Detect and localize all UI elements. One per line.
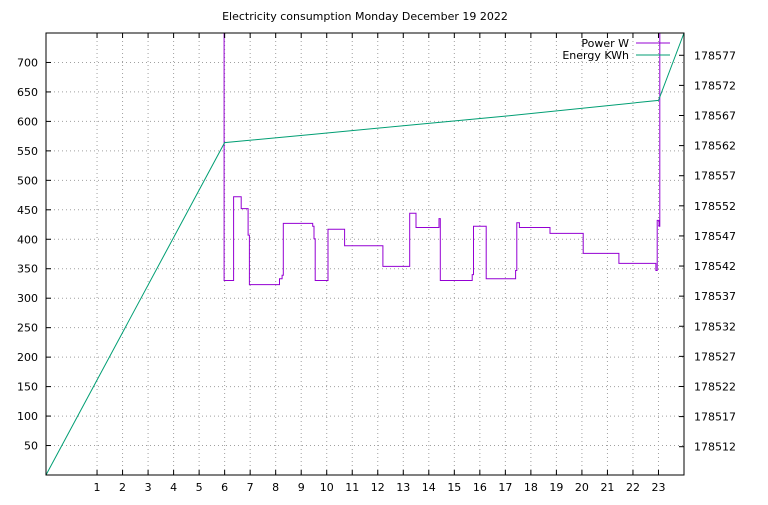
x-tick-label: 15 [447, 481, 461, 494]
x-tick-label: 23 [651, 481, 665, 494]
y2-tick-label: 178547 [694, 230, 736, 243]
x-tick-label: 3 [145, 481, 152, 494]
grid-lines [46, 33, 684, 475]
x-tick-label: 12 [371, 481, 385, 494]
legend-label-energy-kwh: Energy KWh [562, 49, 629, 62]
y-tick-label: 650 [17, 86, 38, 99]
y2-tick-label: 178537 [694, 290, 736, 303]
x-tick-label: 10 [320, 481, 334, 494]
y2-tick-label: 178577 [694, 49, 736, 62]
x-tick-label: 20 [575, 481, 589, 494]
y-tick-label: 500 [17, 174, 38, 187]
y2-tick-label: 178557 [694, 170, 736, 183]
y2-tick-label: 178532 [694, 320, 736, 333]
y2-tick-label: 178567 [694, 109, 736, 122]
x-tick-label: 18 [524, 481, 538, 494]
x-tick-label: 14 [422, 481, 436, 494]
y-tick-label: 700 [17, 56, 38, 69]
x-tick-label: 11 [345, 481, 359, 494]
x-tick-label: 4 [170, 481, 177, 494]
y2-tick-label: 178562 [694, 140, 736, 153]
y-tick-label: 450 [17, 204, 38, 217]
x-tick-label: 19 [549, 481, 563, 494]
y2-tick-label: 178542 [694, 260, 736, 273]
series-line-energy-kwh [45, 32, 685, 476]
y-tick-label: 600 [17, 115, 38, 128]
x-tick-label: 5 [196, 481, 203, 494]
series-lines [45, 32, 685, 476]
y-tick-label: 300 [17, 292, 38, 305]
y2-tick-label: 178572 [694, 79, 736, 92]
y-tick-label: 400 [17, 233, 38, 246]
y-tick-label: 250 [17, 322, 38, 335]
y2-tick-label: 178552 [694, 200, 736, 213]
x-tick-label: 7 [247, 481, 254, 494]
y2-tick-label: 178517 [694, 411, 736, 424]
x-tick-label: 2 [119, 481, 126, 494]
x-tick-label: 17 [498, 481, 512, 494]
axis-ticks: 1 2 3 4 5 6 7 8 9 10 11 12 13 14 15 16 17 18 19 20 21 22 23501… [17, 33, 736, 494]
y2-tick-label: 178512 [694, 441, 736, 454]
y-tick-label: 50 [24, 440, 38, 453]
x-tick-label: 16 [473, 481, 487, 494]
y-tick-label: 550 [17, 145, 38, 158]
y2-tick-label: 178522 [694, 380, 736, 393]
x-tick-label: 22 [626, 481, 640, 494]
y-tick-label: 200 [17, 351, 38, 364]
y2-tick-label: 178527 [694, 350, 736, 363]
chart-title: Electricity consumption Monday December … [222, 10, 508, 23]
x-tick-label: 13 [396, 481, 410, 494]
series-line-power-w [223, 33, 661, 286]
x-tick-label: 8 [272, 481, 279, 494]
y-tick-label: 350 [17, 263, 38, 276]
x-tick-label: 6 [221, 481, 228, 494]
plot-frame [45, 32, 685, 476]
legend-label-power-w: Power W [581, 37, 629, 50]
x-tick-label: 9 [298, 481, 305, 494]
x-tick-label: 1 [94, 481, 101, 494]
y-tick-label: 100 [17, 410, 38, 423]
x-tick-label: 21 [600, 481, 614, 494]
y-tick-label: 150 [17, 381, 38, 394]
